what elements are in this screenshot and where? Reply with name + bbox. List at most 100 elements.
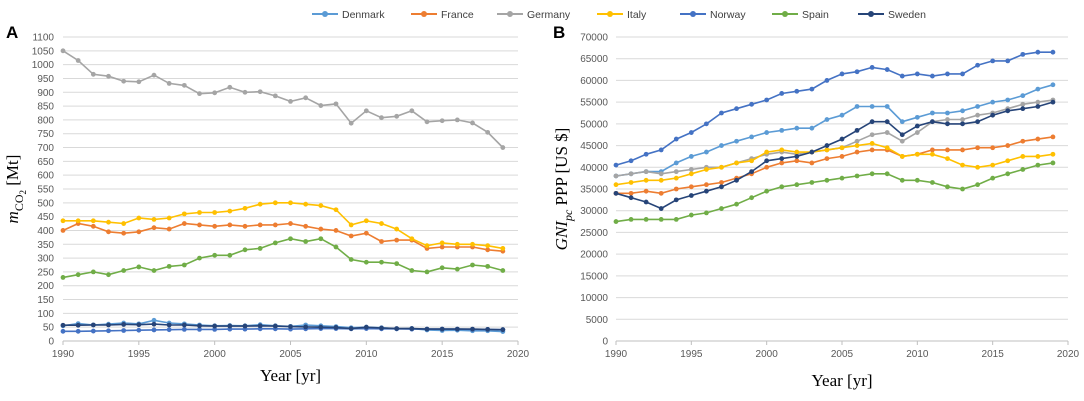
data-point-a-france-1993 <box>106 229 111 235</box>
data-point-a-france-1998 <box>181 221 187 226</box>
data-point-a-italy-2011 <box>379 221 384 226</box>
data-point-b-italy-2002 <box>794 149 800 155</box>
data-point-b-france-1993 <box>658 190 664 196</box>
data-point-a-germany-2004 <box>272 93 278 99</box>
data-point-a-france-2008 <box>333 228 339 233</box>
data-point-b-sweden-2019 <box>1050 99 1056 105</box>
data-point-b-italy-2011 <box>930 151 935 157</box>
data-point-a-denmark-1996 <box>151 317 157 323</box>
data-point-b-spain-1996 <box>704 210 709 216</box>
y-tick-label-a-450: 450 <box>37 212 54 223</box>
data-point-b-sweden-1993 <box>658 206 664 211</box>
x-tick-label-b-2000: 2000 <box>756 349 779 360</box>
data-point-b-sweden-1994 <box>673 197 679 203</box>
series-line-a-france <box>62 222 503 252</box>
data-point-a-sweden-1999 <box>197 323 202 329</box>
data-point-b-spain-2013 <box>960 186 965 192</box>
data-point-b-italy-2004 <box>824 147 830 153</box>
y-tick-label-b-5000: 5000 <box>586 315 609 326</box>
data-point-b-france-1992 <box>643 188 649 194</box>
data-point-a-france-1990 <box>60 228 66 233</box>
data-point-a-norway-1992 <box>90 328 96 334</box>
y-tick-label-a-1000: 1000 <box>32 60 55 71</box>
data-point-b-italy-2007 <box>869 141 875 146</box>
data-point-b-sweden-1991 <box>628 195 634 201</box>
y-tick-label-a-250: 250 <box>37 267 54 278</box>
data-point-a-sweden-2013 <box>409 326 415 331</box>
data-point-a-germany-2002 <box>242 89 248 95</box>
data-point-b-germany-1995 <box>688 167 694 172</box>
data-point-b-france-1995 <box>688 184 694 190</box>
data-point-a-france-2009 <box>348 233 354 239</box>
y-tick-label-b-15000: 15000 <box>580 271 608 282</box>
data-point-b-germany-1993 <box>658 171 664 177</box>
data-point-a-germany-2015 <box>439 118 445 124</box>
data-point-b-germany-1990 <box>613 173 619 179</box>
y-tick-label-a-750: 750 <box>37 129 54 140</box>
y-axis-title-subscript-b: pc <box>561 209 575 222</box>
data-point-b-sweden-2006 <box>854 127 860 133</box>
data-point-b-spain-2007 <box>869 171 875 177</box>
data-point-b-norway-2011 <box>930 73 935 79</box>
data-point-b-norway-1996 <box>704 121 709 127</box>
legend-item-spain: Spain <box>772 9 829 21</box>
data-point-b-denmark-2019 <box>1050 82 1056 88</box>
data-point-b-france-2011 <box>930 147 935 153</box>
data-point-b-germany-2010 <box>914 130 920 135</box>
data-point-b-spain-2019 <box>1050 160 1056 166</box>
data-point-b-sweden-2014 <box>975 119 980 125</box>
data-point-a-spain-2017 <box>470 262 475 268</box>
y-axis-title-unit-a: [Mt] <box>3 155 22 190</box>
data-point-a-spain-2016 <box>454 266 460 272</box>
data-point-a-sweden-2008 <box>333 325 339 330</box>
data-point-a-germany-1998 <box>181 82 187 88</box>
data-point-b-italy-2001 <box>779 147 785 153</box>
data-point-a-france-2006 <box>303 223 309 229</box>
data-point-b-sweden-2005 <box>839 136 845 142</box>
data-point-b-norway-2006 <box>854 69 860 75</box>
panel-a-co2-emissions-chart: 0 50 100 150 200 250 300 350 400 450 500 550 600 650 7… <box>3 23 530 385</box>
data-point-b-norway-2002 <box>794 88 800 94</box>
data-point-a-germany-1999 <box>197 91 202 97</box>
data-point-b-italy-2019 <box>1050 151 1056 157</box>
y-tick-label-a-300: 300 <box>37 254 54 265</box>
series-line-a-sweden <box>63 323 503 331</box>
data-point-b-france-2000 <box>764 164 770 170</box>
data-point-a-sweden-2005 <box>288 324 293 330</box>
y-axis-title-b: GNIpc PPP [US $] <box>552 128 575 251</box>
data-point-a-sweden-1992 <box>90 322 96 328</box>
data-point-a-germany-2012 <box>394 113 400 119</box>
legend-label-spain: Spain <box>802 9 829 21</box>
data-point-a-sweden-2001 <box>227 323 233 329</box>
y-tick-label-a-800: 800 <box>37 115 54 126</box>
data-point-b-france-2006 <box>854 149 860 155</box>
y-tick-label-a-1050: 1050 <box>32 46 55 57</box>
y-axis-title-unit-b: PPP [US $] <box>552 128 571 210</box>
legend-marker-germany <box>507 11 513 17</box>
y-tick-label-b-40000: 40000 <box>580 163 608 174</box>
data-point-b-sweden-2013 <box>960 121 965 127</box>
data-point-a-italy-2019 <box>500 246 506 251</box>
y-tick-label-b-65000: 65000 <box>580 54 608 65</box>
x-tick-label-b-2020: 2020 <box>1057 349 1080 360</box>
data-point-a-italy-1997 <box>166 215 172 221</box>
data-point-b-spain-2006 <box>854 173 860 179</box>
data-point-b-norway-2014 <box>975 62 980 68</box>
data-point-a-germany-2005 <box>288 98 293 104</box>
x-tick-label-a-2000: 2000 <box>204 349 227 360</box>
legend-label-italy: Italy <box>627 9 647 21</box>
data-point-b-germany-2009 <box>899 138 905 144</box>
series-line-b-norway <box>615 51 1053 166</box>
series-b-spain <box>613 160 1056 224</box>
data-point-b-norway-2007 <box>869 65 875 70</box>
data-point-a-sweden-2018 <box>485 326 491 332</box>
data-point-b-italy-1997 <box>719 164 724 170</box>
data-point-a-sweden-2002 <box>242 323 248 329</box>
data-point-b-spain-2004 <box>824 177 830 183</box>
data-point-a-italy-2018 <box>485 243 491 249</box>
data-point-b-sweden-2010 <box>914 123 920 129</box>
series-line-b-germany <box>615 99 1054 177</box>
series-a-spain <box>60 236 506 280</box>
data-point-b-germany-2008 <box>884 130 890 135</box>
y-axis-title-subsubscript-a: 2 <box>18 190 28 195</box>
